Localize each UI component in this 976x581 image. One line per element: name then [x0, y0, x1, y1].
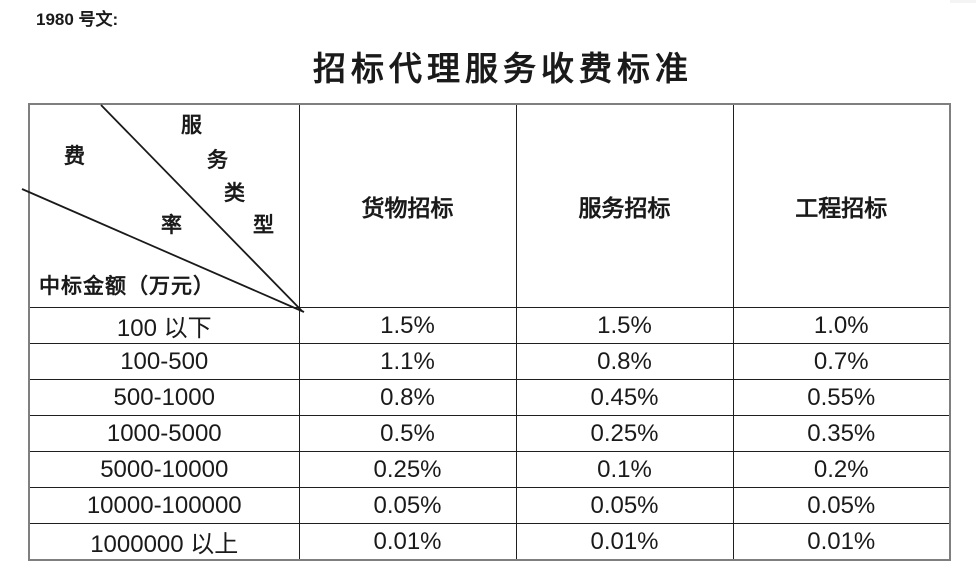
- fee-cell: 0.45%: [515, 379, 734, 416]
- fee-cell: 0.1%: [515, 451, 734, 488]
- fee-cell: 1.5%: [298, 307, 517, 344]
- table-row: 10000-100000 0.05% 0.05% 0.05%: [28, 487, 951, 524]
- corner-label-amount: 中标金额（万元）: [39, 274, 215, 298]
- corner-label-service-type-char: 类: [224, 181, 245, 205]
- amount-range-cell: 1000-5000: [28, 415, 300, 452]
- fee-table: 服 务 类 型 费 率 中标金额（万元） 货物招标 服务招标 工程招标 100 …: [21, 103, 951, 561]
- fee-cell: 0.01%: [515, 523, 734, 561]
- amount-range-cell: 10000-100000: [28, 487, 300, 524]
- fee-cell: 0.05%: [298, 487, 517, 524]
- header-row: 服 务 类 型 费 率 中标金额（万元） 货物招标 服务招标 工程招标: [21, 103, 951, 313]
- corner-header-cell: 服 务 类 型 费 率 中标金额（万元）: [21, 103, 305, 313]
- column-header-service: 服务招标: [515, 103, 734, 308]
- fee-cell: 0.5%: [298, 415, 517, 452]
- fee-cell: 0.25%: [515, 415, 734, 452]
- fee-cell: 0.01%: [732, 523, 951, 561]
- table-row: 100 以下 1.5% 1.5% 1.0%: [28, 307, 951, 344]
- table-row: 100-500 1.1% 0.8% 0.7%: [28, 343, 951, 380]
- corner-label-fee-rate-char: 率: [161, 213, 182, 237]
- fee-cell: 0.01%: [298, 523, 517, 561]
- fee-cell: 0.05%: [732, 487, 951, 524]
- amount-range-cell: 100 以下: [28, 307, 300, 344]
- scrollbar-fragment: [950, 0, 976, 3]
- amount-range-cell: 5000-10000: [28, 451, 300, 488]
- table-row: 1000000 以上 0.01% 0.01% 0.01%: [28, 523, 951, 561]
- corner-label-fee-rate-char: 费: [64, 144, 85, 168]
- amount-range-cell: 100-500: [28, 343, 300, 380]
- fee-cell: 1.0%: [732, 307, 951, 344]
- corner-label-service-type-char: 服: [181, 113, 202, 137]
- fee-cell: 0.2%: [732, 451, 951, 488]
- fee-cell: 0.05%: [515, 487, 734, 524]
- fee-cell: 0.25%: [298, 451, 517, 488]
- page-title: 招标代理服务收费标准: [313, 52, 693, 88]
- corner-label-service-type-char: 务: [207, 148, 228, 172]
- fee-cell: 0.55%: [732, 379, 951, 416]
- amount-range-cell: 1000000 以上: [28, 523, 300, 561]
- column-header-works: 工程招标: [732, 103, 951, 308]
- table-row: 500-1000 0.8% 0.45% 0.55%: [28, 379, 951, 416]
- table-row: 1000-5000 0.5% 0.25% 0.35%: [28, 415, 951, 452]
- fee-cell: 0.7%: [732, 343, 951, 380]
- fee-cell: 1.1%: [298, 343, 517, 380]
- fee-cell: 1.5%: [515, 307, 734, 344]
- diagonal-divider-lines: [21, 104, 305, 313]
- fee-cell: 0.8%: [515, 343, 734, 380]
- fee-cell: 0.8%: [298, 379, 517, 416]
- fee-cell: 0.35%: [732, 415, 951, 452]
- doc-number-label: 1980 号文:: [36, 10, 119, 29]
- column-header-goods: 货物招标: [298, 103, 517, 308]
- amount-range-cell: 500-1000: [28, 379, 300, 416]
- corner-label-service-type-char: 型: [253, 213, 274, 237]
- table-row: 5000-10000 0.25% 0.1% 0.2%: [28, 451, 951, 488]
